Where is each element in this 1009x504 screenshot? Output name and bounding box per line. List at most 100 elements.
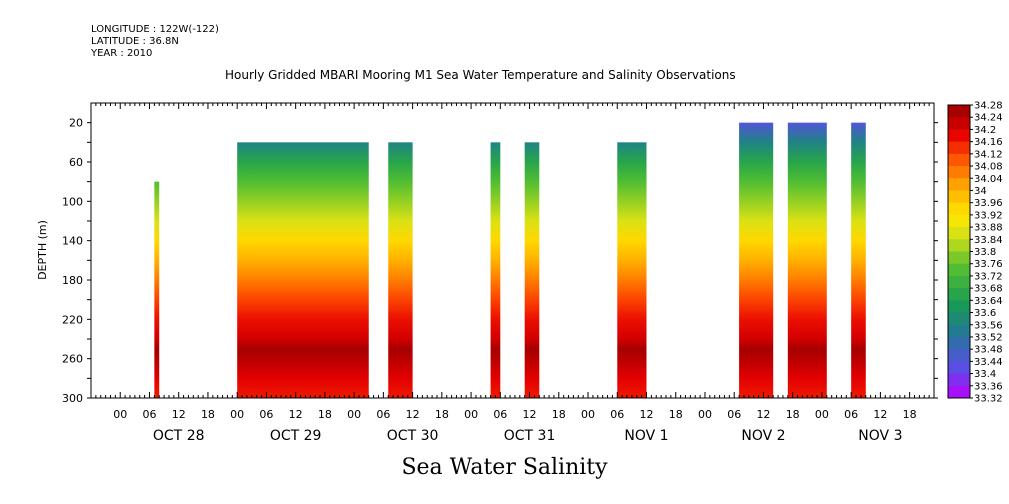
colorbar-band [948, 129, 970, 143]
x-tick-label: 06 [259, 408, 273, 421]
colorbar-band [948, 166, 970, 179]
colorbar-band [948, 202, 970, 216]
x-day-label: OCT 31 [504, 428, 556, 444]
x-tick-label: 00 [581, 408, 595, 421]
data-segment-9 [851, 122, 866, 399]
colorbar-band [948, 361, 970, 375]
colorbar-label: 33.4 [974, 369, 996, 380]
data-segment-2 [237, 142, 369, 398]
y-tick-label: 300 [62, 392, 83, 405]
x-tick-label: 12 [873, 408, 887, 421]
y-tick-label: 20 [69, 117, 83, 130]
colorbar-band [948, 117, 970, 130]
data-segment-3 [388, 142, 413, 398]
year-label: YEAR : 2010 [91, 48, 153, 59]
x-tick-label: 00 [347, 408, 361, 421]
x-tick-label: 12 [756, 408, 770, 421]
colorbar-band [948, 263, 970, 277]
x-axis-ticks: 00 06 12 18 00 06 12 18 00 06 12 18 00 06 12 18 00 06 12 18… [90, 103, 935, 444]
data-segment-8 [787, 122, 827, 399]
x-tick-label: 06 [142, 408, 156, 421]
colorbar-label: 33.52 [974, 332, 1003, 343]
colorbar-label: 33.6 [974, 308, 996, 319]
y-axis-ticks: 20 60 100 140 180 220 260 300 [62, 117, 938, 405]
x-tick-label: 18 [552, 408, 566, 421]
x-tick-label: 18 [201, 408, 215, 421]
x-tick-label: 00 [230, 408, 244, 421]
x-tick-label: 06 [610, 408, 624, 421]
x-tick-label: 12 [406, 408, 420, 421]
colorbar-label: 33.64 [974, 296, 1003, 307]
y-axis-label: DEPTH (m) [36, 220, 49, 280]
x-tick-label: 06 [727, 408, 741, 421]
colorbar-label: 33.88 [974, 223, 1003, 234]
colorbar-label: 34.24 [974, 113, 1003, 124]
y-tick-label: 180 [62, 274, 83, 287]
plot-frame [90, 102, 935, 399]
x-tick-label: 18 [786, 408, 800, 421]
x-tick-label: 18 [435, 408, 449, 421]
x-tick-label: 06 [376, 408, 390, 421]
colorbar-label: 33.56 [974, 320, 1003, 331]
colorbar-label: 33.32 [974, 394, 1003, 405]
colorbar-label: 33.8 [974, 247, 996, 258]
colorbar: 34.2834.2434.234.1634.1234.0834.043433.9… [947, 101, 1003, 405]
x-tick-label: 18 [669, 408, 683, 421]
colorbar-label: 33.44 [974, 357, 1003, 368]
y-tick-label: 100 [62, 195, 83, 208]
x-tick-label: 00 [815, 408, 829, 421]
chart-title: Hourly Gridded MBARI Mooring M1 Sea Wate… [225, 68, 736, 82]
x-tick-label: 06 [844, 408, 858, 421]
colorbar-label: 33.36 [974, 381, 1003, 392]
colorbar-band [948, 275, 970, 289]
data-segment-7 [739, 122, 774, 399]
colorbar-label: 34.12 [974, 149, 1003, 160]
x-tick-label: 00 [464, 408, 478, 421]
x-day-label: OCT 28 [153, 428, 205, 444]
colorbar-band [948, 385, 970, 399]
colorbar-band [948, 288, 970, 301]
longitude-label: LONGITUDE : 122W(-122) [91, 24, 219, 35]
y-tick-label: 260 [62, 353, 83, 366]
data-segment-4 [490, 142, 501, 398]
x-tick-label: 18 [903, 408, 917, 421]
colorbar-band [948, 373, 970, 387]
colorbar-label: 33.84 [974, 235, 1003, 246]
data-segments [154, 122, 866, 399]
variable-label: Sea Water Salinity [401, 455, 608, 480]
x-day-label: NOV 3 [858, 428, 902, 444]
data-segment-5 [524, 142, 540, 398]
colorbar-band [948, 190, 970, 204]
colorbar-band [948, 324, 970, 338]
colorbar-band [948, 349, 970, 362]
colorbar-label: 34.08 [974, 162, 1003, 173]
colorbar-band [948, 239, 970, 252]
colorbar-label: 33.76 [974, 259, 1003, 270]
data-segment-6 [617, 142, 647, 398]
x-tick-label: 00 [698, 408, 712, 421]
x-day-label: OCT 29 [270, 428, 322, 444]
x-tick-label: 00 [113, 408, 127, 421]
colorbar-label: 34.28 [974, 101, 1003, 112]
colorbar-band [948, 214, 970, 228]
colorbar-band [948, 251, 970, 265]
colorbar-band [948, 105, 970, 118]
colorbar-label: 33.96 [974, 198, 1003, 209]
colorbar-label: 34.04 [974, 174, 1003, 185]
x-tick-label: 12 [172, 408, 186, 421]
colorbar-label: 33.92 [974, 210, 1003, 221]
x-tick-label: 12 [640, 408, 654, 421]
colorbar-band [948, 300, 970, 314]
colorbar-band [948, 336, 970, 350]
colorbar-band [948, 153, 970, 167]
x-tick-label: 18 [318, 408, 332, 421]
y-tick-label: 60 [69, 156, 83, 169]
colorbar-band [948, 312, 970, 326]
colorbar-label: 34.2 [974, 125, 996, 136]
colorbar-band [948, 178, 970, 191]
colorbar-band [948, 227, 970, 240]
colorbar-label: 34.16 [974, 137, 1003, 148]
x-tick-label: 06 [493, 408, 507, 421]
